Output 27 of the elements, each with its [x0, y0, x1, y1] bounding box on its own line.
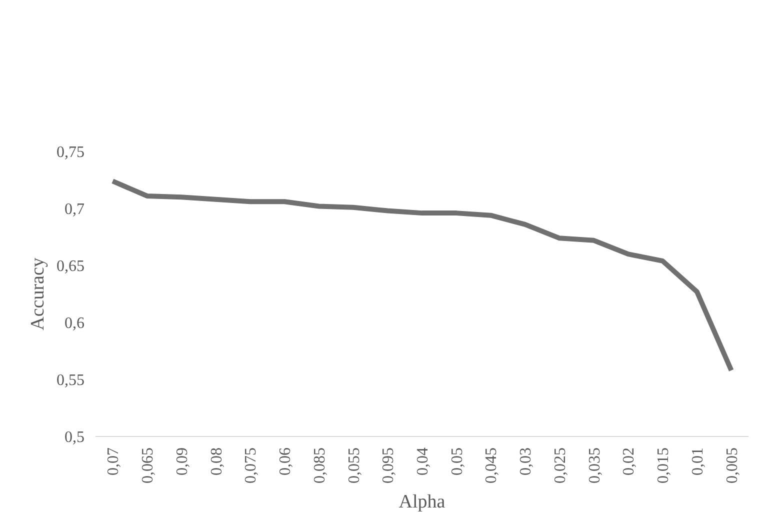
x-tick-label: 0,07: [105, 448, 122, 476]
y-axis-title: Accuracy: [28, 257, 48, 330]
x-tick-label: 0,085: [311, 448, 328, 484]
x-tick-label: 0,025: [552, 448, 569, 484]
y-tick-label: 0,55: [56, 372, 84, 389]
y-tick-label: 0,6: [64, 315, 84, 332]
x-tick-label: 0,03: [518, 448, 535, 476]
x-tick-label: 0,005: [724, 448, 741, 484]
x-tick-label: 0,02: [620, 448, 638, 476]
x-tick-label: 0,065: [140, 448, 157, 484]
x-tick-label: 0,015: [655, 448, 672, 484]
x-tick-label: 0,055: [346, 448, 363, 484]
y-tick-label: 0,65: [56, 258, 84, 275]
y-tick-label: 0,5: [64, 429, 84, 446]
x-tick-label: 0,075: [242, 448, 260, 484]
y-tick-label: 0,75: [56, 144, 84, 161]
x-tick-label: 0,045: [483, 448, 500, 484]
x-tick-label: 0,01: [689, 448, 706, 476]
x-tick-label: 0,08: [208, 448, 226, 476]
y-tick-label: 0,7: [64, 201, 84, 218]
x-tick-label: 0,04: [414, 448, 432, 476]
x-tick-label: 0,09: [174, 448, 191, 476]
x-tick-label: 0,035: [586, 448, 604, 484]
x-tick-label: 0,095: [380, 448, 398, 484]
x-tick-label: 0,06: [277, 448, 294, 476]
x-tick-label: 0,05: [448, 448, 466, 476]
x-axis-title: Alpha: [398, 492, 446, 512]
